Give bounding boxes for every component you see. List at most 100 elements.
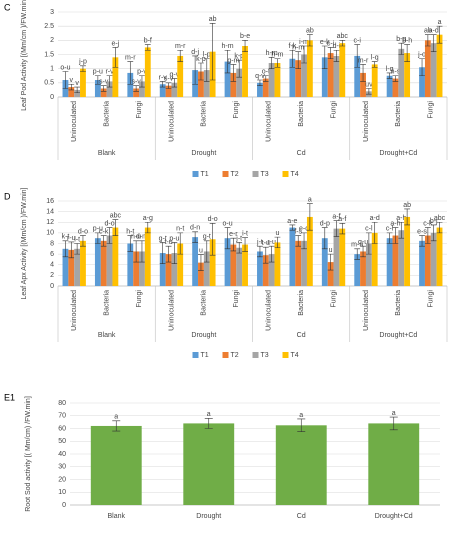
- bar: [306, 216, 313, 286]
- y-tick-label: 80: [58, 400, 66, 407]
- bar: [209, 239, 216, 286]
- significance-letter: i-t: [242, 231, 248, 238]
- legend-label: T3: [261, 352, 269, 359]
- y-tick-label: 2: [50, 272, 54, 279]
- legend-swatch: [192, 352, 199, 358]
- error-bar: [430, 224, 437, 242]
- significance-letter: d-n: [190, 225, 200, 232]
- bar: [144, 47, 151, 97]
- error-bar: [436, 25, 443, 44]
- error-bar: [365, 88, 372, 95]
- significance-letter: s-v: [164, 76, 174, 83]
- significance-letter: q-v: [170, 71, 180, 78]
- y-tick-label: 30: [58, 464, 66, 471]
- x-tick-label: Uninoculated: [363, 290, 370, 331]
- significance-letter: a: [308, 197, 312, 204]
- panel-label: D: [4, 191, 11, 201]
- y-axis-label: Leaf Pod Activity [(Mm/cm )/FW.min]: [21, 0, 28, 111]
- bar: [224, 61, 231, 97]
- group-label: Drought+Cd: [379, 150, 417, 157]
- bar: [242, 46, 248, 97]
- significance-letter: l-q: [371, 54, 379, 61]
- bar: [262, 255, 269, 286]
- error-bar: [295, 51, 302, 69]
- significance-letter: d-m: [136, 234, 148, 241]
- bar: [436, 227, 443, 286]
- y-tick-label: 10: [58, 489, 66, 496]
- bar: [268, 63, 275, 97]
- bar: [198, 262, 204, 286]
- error-bar: [404, 44, 411, 62]
- significance-letter: g-t: [203, 234, 211, 241]
- legend-label: T4: [291, 352, 299, 359]
- bar: [398, 48, 405, 97]
- bar: [360, 72, 366, 97]
- error-bar: [68, 241, 75, 259]
- bar: [333, 228, 340, 286]
- significance-letter: ab: [209, 16, 217, 23]
- significance-letter: r-v: [105, 69, 114, 76]
- significance-letter: a-g: [143, 215, 153, 222]
- significance-letter: b-h: [402, 37, 412, 44]
- significance-letter: p-v: [137, 69, 147, 76]
- error-bar: [268, 57, 275, 69]
- bar: [165, 254, 172, 286]
- legend-label: T3: [261, 171, 269, 178]
- significance-letter: h-m: [222, 43, 234, 50]
- bar: [100, 88, 107, 97]
- bar: [424, 235, 431, 286]
- error-bar: [139, 75, 145, 88]
- significance-letter: a-h: [396, 215, 406, 222]
- x-tick-label: Bacteria: [395, 101, 402, 127]
- bar: [127, 243, 134, 286]
- bar: [289, 227, 296, 286]
- x-tick-label: Uninoculated: [266, 290, 273, 331]
- bar: [230, 72, 237, 97]
- y-tick-label: 0: [50, 283, 54, 290]
- significance-letter: l-q: [386, 66, 394, 73]
- panel-label: E1: [4, 392, 15, 402]
- bar: [133, 251, 140, 286]
- significance-letter: u: [276, 230, 280, 237]
- significance-letter: ab: [403, 202, 411, 209]
- bar: [165, 85, 172, 97]
- significance-letter: h-m: [292, 45, 304, 52]
- significance-letter: e-r: [229, 231, 238, 238]
- significance-letter: a-e: [287, 218, 297, 225]
- y-tick-label: 1.5: [44, 51, 54, 58]
- error-bar: [112, 219, 119, 236]
- bar: [327, 262, 334, 286]
- y-tick-label: 60: [58, 425, 66, 432]
- y-tick-label: 3: [50, 9, 54, 16]
- x-tick-label: Uninoculated: [363, 101, 370, 142]
- significance-letter: f-s: [294, 228, 302, 235]
- error-bar: [139, 240, 145, 263]
- x-tick-label: Bacteria: [298, 101, 305, 127]
- significance-letter: d-j: [191, 49, 199, 56]
- error-bar: [230, 237, 237, 252]
- significance-letter: h-m: [266, 50, 278, 57]
- group-label: Drought: [191, 332, 216, 339]
- legend-swatch: [282, 171, 289, 177]
- y-tick-label: 6: [50, 251, 54, 258]
- x-tick-label: Bacteria: [298, 290, 305, 316]
- error-bar: [430, 34, 437, 52]
- error-bar: [274, 236, 281, 249]
- x-tick-label: Fungi: [330, 101, 337, 119]
- bar: [371, 232, 378, 286]
- significance-letter: a-f: [332, 214, 340, 221]
- x-tick-label: Fungi: [233, 290, 240, 308]
- bar: [106, 235, 113, 286]
- significance-letter: a-d: [429, 28, 439, 35]
- error-bar: [224, 227, 231, 250]
- significance-letter: s-v: [99, 79, 109, 86]
- bar: [203, 251, 210, 286]
- error-bar: [386, 72, 393, 79]
- significance-letter: b-j: [430, 218, 438, 225]
- bar: [257, 251, 263, 286]
- y-axis-label: Root Sod activity [( Mm/cm) /FW.min]: [25, 396, 32, 512]
- error-bar: [297, 418, 306, 432]
- significance-letter: d-i: [333, 43, 341, 50]
- error-bar: [371, 61, 378, 68]
